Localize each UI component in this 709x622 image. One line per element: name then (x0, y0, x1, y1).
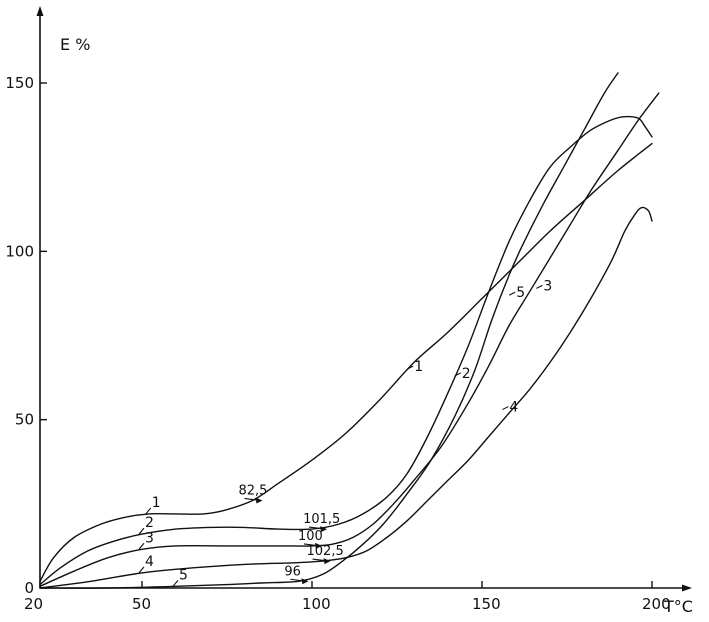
x-tick-label: 20 (24, 595, 43, 613)
curve-5-right-leader (508, 291, 516, 296)
y-axis-arrow (36, 6, 44, 16)
curve-2-right-label: 2 (462, 366, 471, 382)
curve-4-right-label: 4 (509, 400, 518, 416)
curve-5-left-leader (172, 579, 179, 587)
y-tick-label: 100 (5, 242, 34, 260)
curve-3 (39, 92, 660, 587)
annotation-arrowhead (323, 558, 331, 565)
y-tick-label: 0 (24, 579, 34, 597)
y-tick-label: 150 (5, 74, 34, 92)
curve-1 (39, 142, 653, 582)
axes (36, 6, 692, 592)
annotation-arrowhead (320, 526, 328, 533)
curve-3-right-label: 3 (543, 278, 552, 294)
curve-1-left-label: 1 (152, 495, 161, 511)
x-tick-label: 50 (132, 595, 151, 613)
y-axis-title: E % (60, 35, 90, 54)
curve-2-left-label: 2 (145, 515, 154, 531)
curve-4-left-label: 4 (145, 554, 154, 570)
x-tick-label: 150 (472, 595, 501, 613)
annotation-arrowhead (315, 542, 322, 549)
curve-2-right-leader (454, 372, 462, 377)
x-axis-arrow (682, 584, 692, 592)
curve-2 (39, 115, 653, 586)
annotation-arrowhead (301, 578, 309, 585)
curve-4-left-leader (138, 566, 145, 574)
x-tick-label: 100 (302, 595, 331, 613)
x-axis-title: T°C (663, 597, 693, 616)
y-tick-label: 50 (15, 411, 34, 429)
temperature-annotation: 82,5 (239, 483, 268, 498)
curve-5-right-label: 5 (516, 285, 525, 301)
curve-4 (39, 206, 653, 589)
curve-5-left-label: 5 (179, 567, 188, 583)
annotation-arrowhead (255, 497, 263, 504)
temperature-annotation: 100 (298, 529, 323, 544)
temperature-annotation: 101,5 (303, 512, 340, 527)
curve-4-right-leader (502, 406, 509, 411)
temperature-annotation: 102,5 (307, 544, 344, 559)
curve-3-left-label: 3 (145, 530, 154, 546)
curves (39, 72, 660, 589)
curve-3-right-leader (536, 284, 543, 289)
temperature-annotation: 96 (284, 564, 301, 579)
ticks: 20 50 100 150 200 0 50 100 150 (5, 74, 670, 613)
curve-1-left-leader (145, 507, 152, 515)
curve-1-right-label: 1 (414, 359, 423, 375)
curve-5 (39, 72, 619, 589)
x-tick-label: 200 (642, 595, 671, 613)
curve-3-left-leader (138, 542, 145, 550)
curve-2-left-leader (138, 527, 145, 535)
curve-1-right-leader (406, 365, 414, 370)
